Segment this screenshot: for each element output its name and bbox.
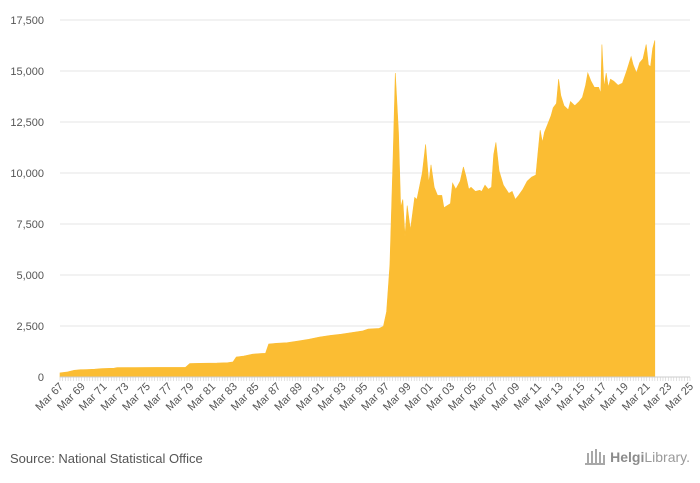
- y-tick-label: 7,500: [16, 219, 44, 231]
- y-tick-label: 0: [38, 372, 44, 384]
- y-tick-label: 5,000: [16, 270, 44, 282]
- logo-text-rest: Library.: [644, 449, 690, 465]
- axes: [59, 376, 691, 381]
- y-tick-label: 17,500: [10, 15, 44, 27]
- y-tick-label: 12,500: [10, 117, 44, 129]
- y-tick-label: 2,500: [16, 321, 44, 333]
- logo-text-bold: Helgi: [610, 449, 645, 465]
- source-note: Source: National Statistical Office: [10, 451, 203, 466]
- area-series: [59, 40, 656, 378]
- library-building-icon: [585, 449, 606, 465]
- area-series-value: [59, 40, 656, 378]
- logo-text: HelgiLibrary.: [610, 449, 690, 465]
- y-tick-label: 10,000: [10, 168, 44, 180]
- y-tick-labels: 0 2,500 5,000 7,500 10,000 12,500 15,000 17,500: [10, 15, 44, 384]
- grid-lines: [60, 19, 690, 327]
- helgi-library-logo: HelgiLibrary.: [584, 448, 690, 466]
- y-tick-label: 15,000: [10, 66, 44, 78]
